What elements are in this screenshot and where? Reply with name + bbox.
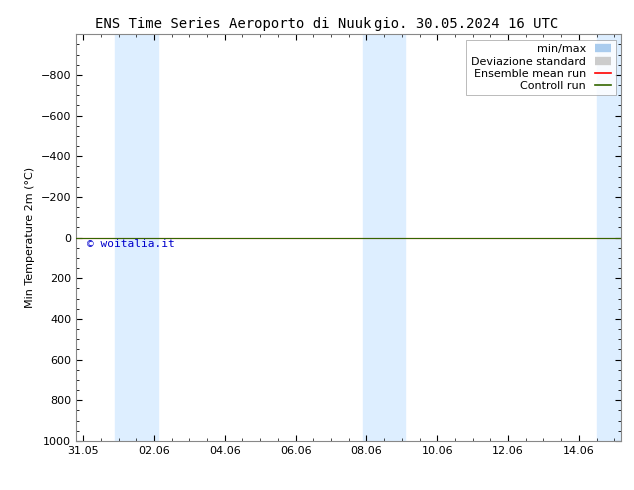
- Bar: [363, 34, 384, 441]
- Bar: [597, 34, 621, 441]
- Text: gio. 30.05.2024 16 UTC: gio. 30.05.2024 16 UTC: [373, 17, 558, 31]
- Legend: min/max, Deviazione standard, Ensemble mean run, Controll run: min/max, Deviazione standard, Ensemble m…: [467, 40, 616, 96]
- Text: © woitalia.it: © woitalia.it: [87, 239, 175, 249]
- Bar: [136, 34, 157, 441]
- Bar: [115, 34, 136, 441]
- Text: ENS Time Series Aeroporto di Nuuk: ENS Time Series Aeroporto di Nuuk: [95, 17, 372, 31]
- Y-axis label: Min Temperature 2m (°C): Min Temperature 2m (°C): [25, 167, 35, 308]
- Bar: [384, 34, 405, 441]
